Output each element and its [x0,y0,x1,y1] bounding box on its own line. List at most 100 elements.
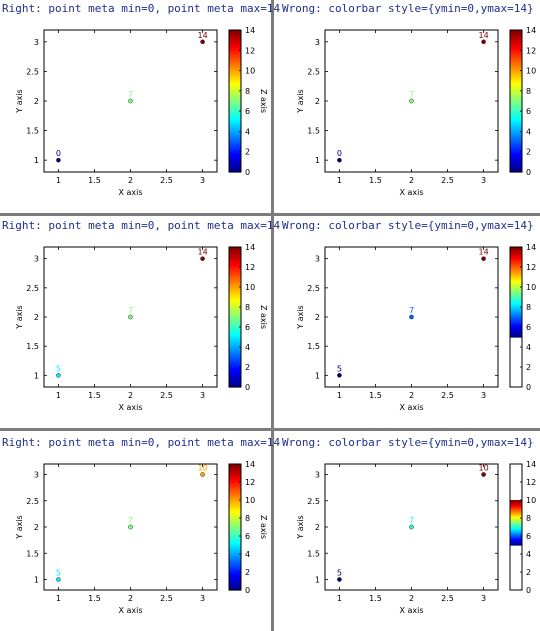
colorbar-band [510,290,522,293]
colorbar-band [229,473,241,476]
colorbar-band [229,501,241,504]
colorbar-band [510,81,522,84]
colorbar-tick-label: 10 [245,67,255,76]
colorbar-tick-label: 4 [245,343,250,352]
colorbar-band [510,152,522,155]
colorbar-band [229,136,241,139]
z-axis-label: Z axis [259,89,268,113]
colorbar-band [229,65,241,68]
colorbar-band [510,263,522,266]
colorbar-band [510,143,522,146]
colorbar-band [510,33,522,36]
colorbar-band [510,325,522,328]
colorbar-tick-label: 6 [245,323,250,332]
colorbar-band [229,306,241,309]
colorbar-band [229,567,241,571]
colorbar-band [229,164,241,168]
y-tick-label: 2.5 [26,67,39,76]
colorbar-tick-label: 8 [526,514,531,523]
colorbar-band [229,138,241,141]
colorbar-band [510,30,522,33]
colorbar-band [229,509,241,512]
colorbar-band [510,287,522,290]
colorbar-band [229,561,241,564]
data-point-label: 14 [478,248,488,257]
colorbar-band [229,148,241,152]
x-tick-label: 3 [481,391,486,400]
data-point [200,39,205,45]
colorbar-band [229,487,241,490]
x-tick-label: 2.5 [160,391,173,400]
colorbar-band [510,154,522,157]
data-point-label: 14 [197,248,207,257]
colorbar-band [229,552,241,555]
data-point-label: 5 [56,569,61,578]
colorbar-tick-label: 14 [526,26,536,35]
y-axis-label: Y axis [15,89,24,113]
colorbar-tick-label: 10 [245,283,255,292]
colorbar-band [510,258,522,260]
colorbar-band [229,93,241,97]
colorbar-tick-label: 6 [245,107,250,116]
colorbar-band [229,108,241,111]
data-point [409,98,414,104]
colorbar-band [510,70,522,74]
colorbar-band [229,553,241,556]
colorbar-gradient [510,30,522,173]
colorbar-band [510,330,522,332]
colorbar-tick-label: 0 [526,383,531,392]
colorbar-band [510,278,522,281]
colorbar-band [229,539,241,542]
colorbar-band [510,249,522,251]
x-tick-label: 1 [337,176,342,185]
colorbar-tick-label: 12 [526,46,536,55]
y-tick-label: 1.5 [26,342,39,351]
y-tick-label: 1.5 [307,549,320,558]
colorbar-band [229,301,241,304]
colorbar-band [229,285,241,288]
colorbar-band [229,262,241,266]
colorbar-band [229,156,241,159]
colorbar-band [229,360,241,364]
colorbar-band [229,563,241,566]
colorbar-tick-label: 10 [526,283,536,292]
colorbar-band [229,371,241,374]
colorbar-band [229,523,241,527]
colorbar-band [510,279,522,282]
y-tick-label: 2.5 [307,497,320,506]
y-tick-label: 2 [34,523,39,532]
colorbar-band [510,65,522,68]
colorbar-band [229,157,241,161]
colorbar-band [510,329,522,331]
data-point-label: 10 [197,464,207,473]
colorbar-tick-label: 14 [526,460,536,469]
colorbar-band [229,318,241,322]
colorbar-band [229,380,241,383]
colorbar-band [229,254,241,257]
colorbar-band [510,250,522,253]
colorbar-band [510,277,522,280]
colorbar-band [229,163,241,166]
colorbar-band [510,61,522,65]
colorbar-band [510,54,522,58]
colorbar-band [229,129,241,132]
colorbar-band [229,104,241,107]
y-tick-label: 3 [315,255,320,264]
colorbar-band [229,486,241,489]
colorbar-band [510,102,522,106]
colorbar-tick-label: 2 [245,568,250,577]
colorbar-band [229,58,241,61]
colorbar-tick-label: 14 [245,460,255,469]
y-tick-label: 2 [315,523,320,532]
colorbar-band [229,299,241,302]
y-tick-label: 3 [315,38,320,47]
colorbar-band [510,134,522,138]
colorbar-band [229,109,241,113]
colorbar-band [229,571,241,574]
colorbar-band [510,304,522,307]
colorbar-band [510,95,522,99]
scatter-chart: 1 1.5 2 2.5 3 1 1.5 2 2.5 3 X axis Y axis 0 2 4 6 8 10 12 1… [296,243,536,412]
colorbar-tick-label: 12 [526,263,536,272]
colorbar-band [229,574,241,577]
colorbar-band [510,148,522,152]
